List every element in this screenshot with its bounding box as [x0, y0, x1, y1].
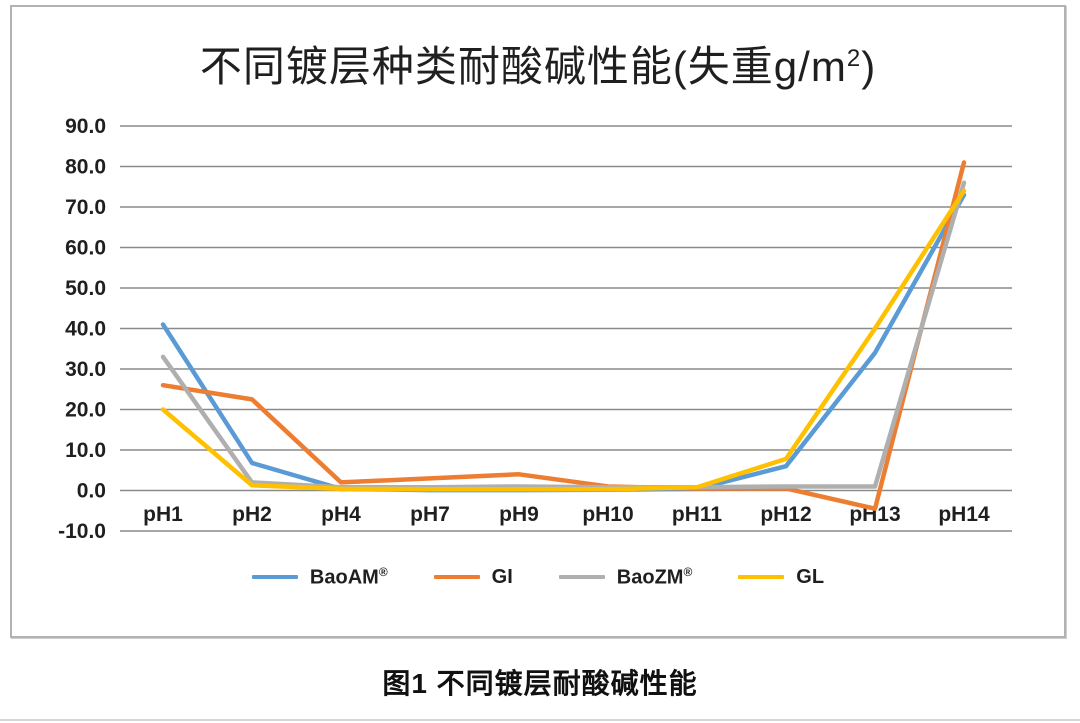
- figure-caption: 图1 不同镀层耐酸碱性能: [382, 668, 698, 699]
- x-tick-label: pH1: [143, 503, 183, 526]
- y-tick-label: 80.0: [65, 156, 106, 179]
- plot-svg: 90.0 80.0 70.0 60.0 50.0 40.0 30.0 20.0 10.0 0.0 -…: [58, 115, 1012, 543]
- chart-frame: 不同镀层种类耐酸碱性能(失重g/m2) 90.0 80.0 70.0 60.0 50.0…: [10, 5, 1066, 638]
- x-tick-label: pH10: [582, 503, 633, 526]
- chart-title-suffix: ): [861, 43, 877, 90]
- x-tick-label: pH9: [499, 503, 539, 526]
- legend: BaoAM® GI BaoZM® GL: [12, 565, 1064, 590]
- x-tick-label: pH4: [321, 503, 361, 526]
- bottom-divider: [0, 719, 1080, 721]
- x-tick-label: pH7: [410, 503, 450, 526]
- series-line-GL: [160, 188, 967, 492]
- chart-title-superscript: 2: [846, 45, 862, 72]
- legend-item-BaoAM: BaoAM®: [251, 565, 388, 590]
- y-tick-label: -10.0: [58, 520, 106, 543]
- legend-label-GI: GI: [491, 565, 513, 588]
- y-tick-label: 50.0: [65, 277, 106, 300]
- y-tick-label: 30.0: [65, 358, 106, 381]
- legend-swatch-BaoZM: [558, 575, 605, 580]
- y-tick-label: 60.0: [65, 237, 106, 260]
- legend-swatch-GL: [738, 575, 785, 580]
- series-line-GI: [160, 160, 967, 511]
- x-tick-label: pH13: [849, 503, 900, 526]
- legend-item-GI: GI: [433, 565, 513, 589]
- y-tick-label: 90.0: [65, 115, 106, 138]
- legend-label-BaoZM: BaoZM®: [616, 565, 693, 589]
- y-tick-label: 0.0: [77, 480, 106, 503]
- y-tick-label: 70.0: [65, 196, 106, 219]
- y-tick-label: 40.0: [65, 318, 106, 341]
- legend-label-GL: GL: [796, 565, 825, 588]
- y-tick-label: 20.0: [65, 399, 106, 422]
- series-line-BaoZM: [160, 180, 967, 490]
- legend-swatch-GI: [433, 575, 480, 580]
- legend-item-BaoZM: BaoZM®: [558, 565, 693, 590]
- y-tick-label: 10.0: [65, 439, 106, 462]
- legend-label-BaoAM: BaoAM®: [309, 565, 388, 589]
- x-tick-label: pH2: [232, 503, 272, 526]
- x-tick-label: pH11: [672, 503, 723, 526]
- x-tick-label: pH14: [938, 503, 990, 526]
- legend-swatch-BaoAM: [251, 575, 298, 580]
- chart-title-main: 不同镀层种类耐酸碱性能(失重g/m: [199, 43, 847, 90]
- series-line-BaoAM: [160, 192, 967, 493]
- chart-title: 不同镀层种类耐酸碱性能(失重g/m2): [12, 31, 1064, 95]
- legend-item-GL: GL: [738, 566, 824, 589]
- x-tick-label: pH12: [760, 503, 811, 526]
